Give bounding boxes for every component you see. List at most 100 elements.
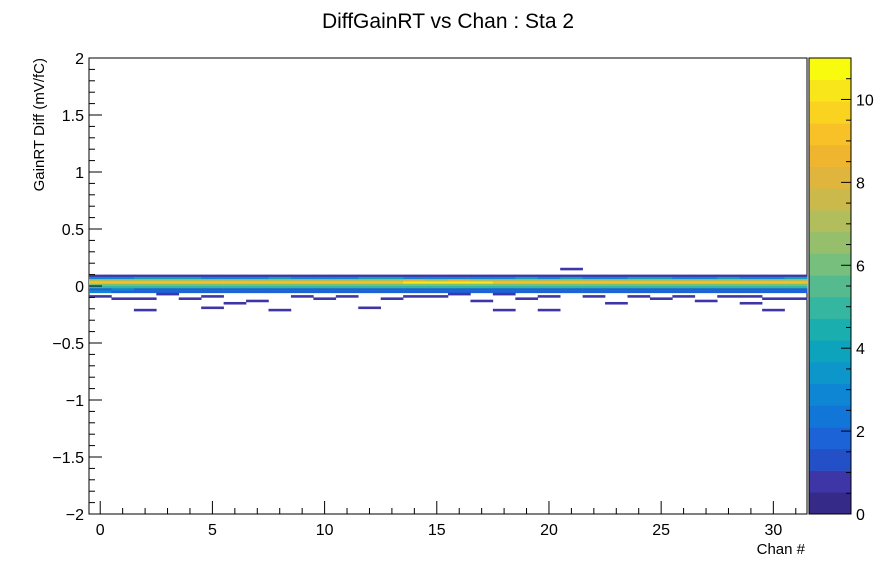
heatmap-cell xyxy=(290,281,314,285)
heatmap-cell xyxy=(739,281,763,285)
heatmap-cell xyxy=(739,279,763,282)
heatmap-cell xyxy=(425,286,449,289)
color-scale-tick-label: 10 xyxy=(856,92,874,109)
heatmap-cell xyxy=(694,299,718,303)
heatmap-cell xyxy=(335,288,359,291)
y-tick-label: 0.5 xyxy=(62,222,84,239)
heatmap-cell xyxy=(582,286,606,289)
heatmap-cell xyxy=(380,286,404,289)
heatmap-cell xyxy=(694,283,718,287)
x-tick-label: 30 xyxy=(764,522,782,539)
heatmap-cell xyxy=(201,276,224,280)
heatmap-cell xyxy=(784,290,808,294)
heatmap-cell xyxy=(201,295,224,298)
heatmap-cell xyxy=(111,281,135,285)
heatmap-cell xyxy=(762,290,785,294)
heatmap-cell xyxy=(492,290,516,294)
heatmap-cell xyxy=(582,295,606,298)
heatmap-cell xyxy=(313,290,337,294)
heatmap-cell xyxy=(425,295,449,298)
x-tick-label: 15 xyxy=(428,522,446,539)
color-scale-swatch xyxy=(809,79,851,102)
heatmap-cell xyxy=(380,288,404,291)
heatmap-cell xyxy=(448,274,471,278)
heatmap-cell xyxy=(649,276,673,280)
heatmap-cell xyxy=(313,297,337,300)
heatmap-cell xyxy=(223,279,247,282)
y-tick-label: −2 xyxy=(66,507,84,524)
heatmap-cell xyxy=(717,274,740,278)
heatmap-cell xyxy=(223,286,247,289)
x-axis-label: Chan # xyxy=(757,541,806,558)
x-axis: 0 5 10 15 20 25 30 xyxy=(96,501,797,539)
heatmap-cell xyxy=(133,308,157,312)
heatmap-cell xyxy=(89,290,112,294)
heatmap-cell xyxy=(672,281,696,285)
heatmap-cell xyxy=(649,297,673,300)
heatmap-cell xyxy=(290,274,314,278)
heatmap-cell xyxy=(605,283,628,287)
heatmap-cell xyxy=(335,279,359,282)
heatmap-cell xyxy=(425,288,449,291)
color-scale-swatch xyxy=(809,318,851,341)
heatmap-cell xyxy=(156,288,180,291)
heatmap-cell xyxy=(358,276,381,280)
heatmap-cell xyxy=(784,279,808,282)
heatmap-cell xyxy=(246,286,269,289)
heatmap-cell xyxy=(694,288,718,291)
heatmap-cell xyxy=(672,274,696,278)
heatmap-cell xyxy=(156,281,180,285)
heatmap-cell xyxy=(178,274,202,278)
heatmap-cell xyxy=(268,290,292,294)
heatmap-cell xyxy=(111,297,135,300)
heatmap-cell xyxy=(582,279,606,282)
heatmap-cell xyxy=(178,290,202,294)
heatmap-cell xyxy=(403,290,426,294)
heatmap-cell xyxy=(290,290,314,294)
heatmap-cell xyxy=(605,279,628,282)
heatmap-cell xyxy=(582,290,606,294)
heatmap-cell xyxy=(425,290,449,294)
color-scale-swatch xyxy=(809,470,851,493)
heatmap-cell xyxy=(246,290,269,294)
heatmap-cell xyxy=(335,295,359,298)
heatmap-cell xyxy=(672,286,696,289)
heatmap-cell xyxy=(605,301,628,305)
color-scale-swatch xyxy=(809,448,851,471)
heatmap-cell xyxy=(784,274,808,278)
heatmap-cell xyxy=(111,290,135,294)
heatmap-cell xyxy=(537,286,561,289)
heatmap-cell xyxy=(762,286,785,289)
heatmap-cell xyxy=(246,299,269,303)
color-scale-swatch xyxy=(809,362,851,385)
y-tick-label: 0 xyxy=(75,279,84,296)
heatmap-cell xyxy=(133,276,157,280)
heatmap-cell xyxy=(156,283,180,287)
heatmap-cell xyxy=(627,283,651,287)
heatmap-cell xyxy=(560,288,583,291)
heatmap-cell xyxy=(560,286,583,289)
heatmap-cell xyxy=(268,286,292,289)
heatmap-cell xyxy=(380,283,404,287)
y-tick-label: 1 xyxy=(75,165,84,182)
heatmap-cell xyxy=(582,281,606,285)
heatmap-cell xyxy=(178,288,202,291)
heatmap-cell xyxy=(425,281,449,285)
heatmap-cell xyxy=(470,281,494,285)
heatmap-cell xyxy=(290,279,314,282)
heatmap-cell xyxy=(627,286,651,289)
heatmap-cell xyxy=(89,279,112,282)
x-tick-label: 10 xyxy=(316,522,334,539)
heatmap-cell xyxy=(672,295,696,298)
color-scale-swatch xyxy=(809,231,851,254)
heatmap-cell xyxy=(762,308,785,312)
heatmap-cell xyxy=(717,286,740,289)
heatmap-cell xyxy=(89,274,112,278)
heatmap-cell xyxy=(515,286,539,289)
heatmap-cell xyxy=(268,281,292,285)
heatmap-cell xyxy=(111,276,135,280)
heatmap-cell xyxy=(515,274,539,278)
heatmap-cell xyxy=(560,274,583,278)
heatmap-cell xyxy=(380,281,404,285)
